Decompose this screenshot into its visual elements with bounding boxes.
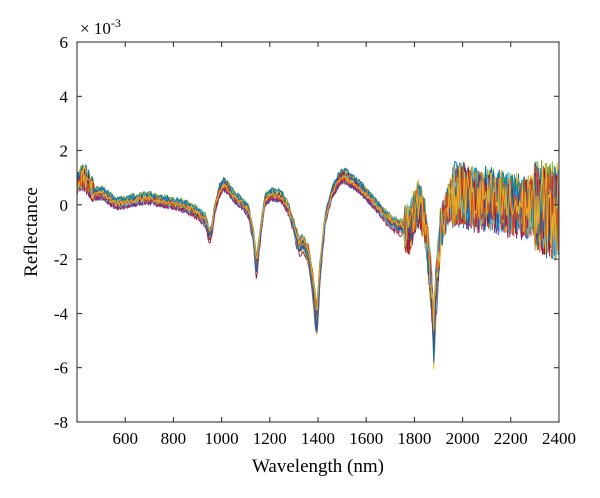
y-tick-label: 0 — [60, 196, 69, 215]
x-tick-label: 800 — [161, 429, 187, 448]
x-tick-label: 2400 — [542, 429, 576, 448]
y-tick-label: -8 — [54, 413, 68, 432]
x-tick-label: 1800 — [397, 429, 431, 448]
y-tick-label: -2 — [54, 250, 68, 269]
y-axis-exponent-power: -3 — [111, 16, 121, 30]
x-tick-label: 600 — [112, 429, 138, 448]
spectrum-line — [77, 164, 559, 331]
x-tick-label: 1200 — [253, 429, 287, 448]
y-axis-exponent: × 10-3 — [80, 16, 121, 38]
y-axis-exponent-base: × 10 — [80, 19, 111, 38]
x-tick-label: 1600 — [349, 429, 383, 448]
x-axis-title: Wavelength (nm) — [252, 456, 384, 477]
y-tick-label: -4 — [54, 304, 69, 323]
x-tick-label: 1000 — [205, 429, 239, 448]
y-axis: -8 -6 -4 -2 0 2 4 6 — [54, 33, 559, 432]
x-tick-label: 2000 — [446, 429, 480, 448]
x-axis: 600 800 1000 1200 1400 1600 1800 2000 2200 2400 — [112, 42, 576, 448]
y-tick-label: -6 — [54, 359, 68, 378]
x-tick-label: 2200 — [494, 429, 528, 448]
y-tick-label: 6 — [60, 33, 69, 52]
series-group — [77, 159, 559, 370]
y-tick-label: 2 — [60, 142, 69, 161]
x-tick-label: 1400 — [301, 429, 335, 448]
y-tick-label: 4 — [60, 87, 69, 106]
y-axis-title: Reflectance — [21, 187, 42, 277]
